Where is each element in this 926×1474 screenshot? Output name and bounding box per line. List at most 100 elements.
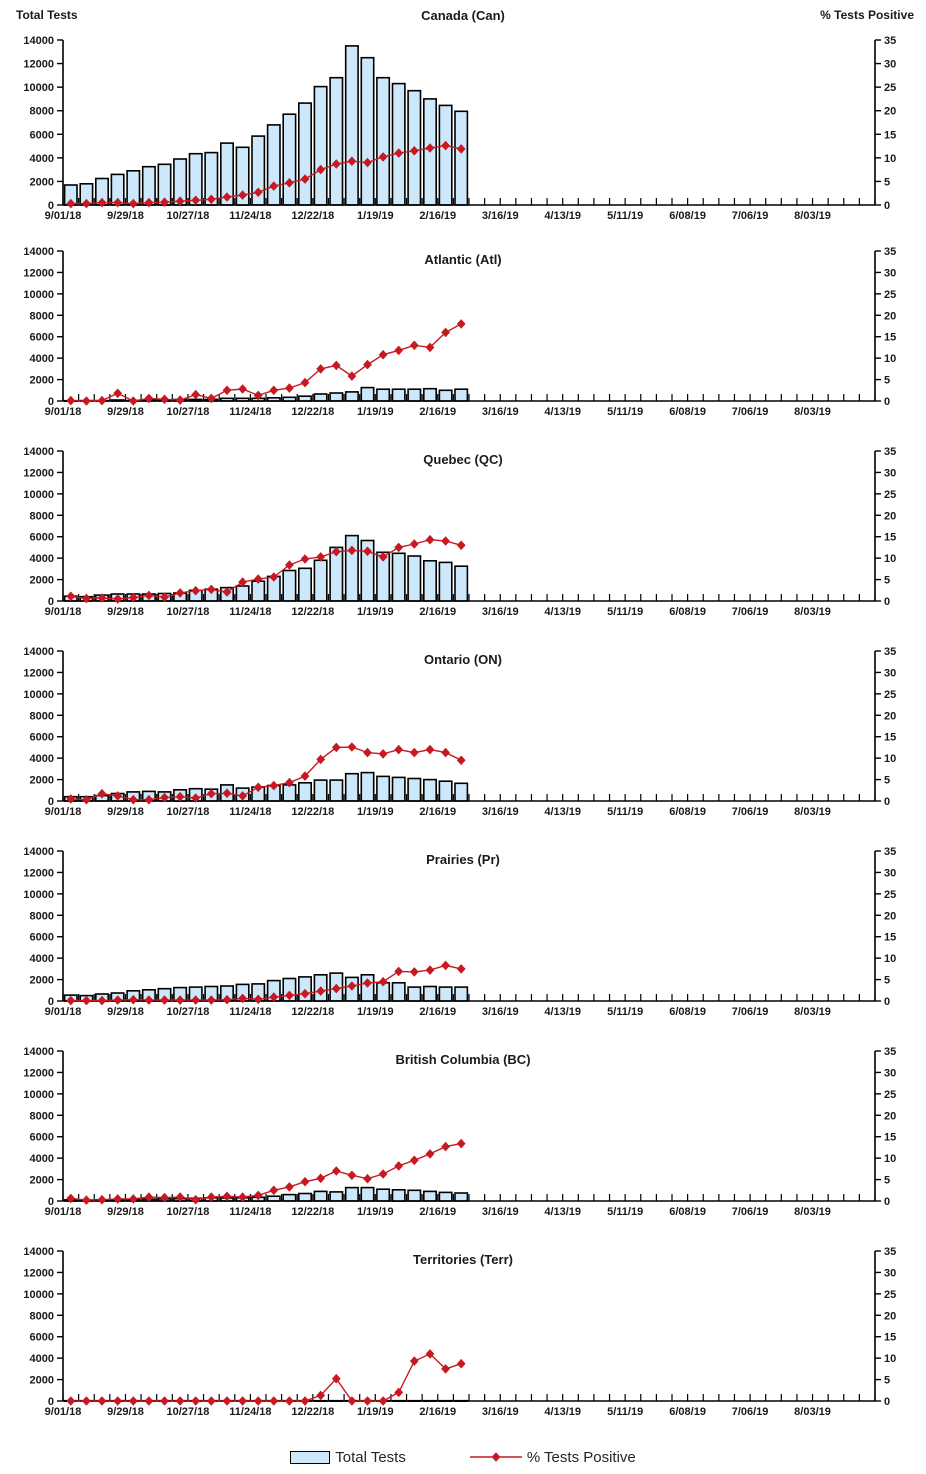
svg-text:7/06/19: 7/06/19 <box>732 1006 769 1018</box>
svg-text:5: 5 <box>884 1375 890 1387</box>
svg-text:10: 10 <box>884 1153 896 1165</box>
svg-text:5: 5 <box>884 375 890 387</box>
svg-text:4000: 4000 <box>30 1153 54 1165</box>
svg-text:4/13/19: 4/13/19 <box>544 1206 581 1218</box>
svg-text:15: 15 <box>884 129 896 141</box>
svg-text:8000: 8000 <box>30 1310 54 1322</box>
svg-text:15: 15 <box>884 332 896 344</box>
svg-text:4/13/19: 4/13/19 <box>544 806 581 818</box>
svg-text:14000: 14000 <box>23 35 54 47</box>
svg-text:35: 35 <box>884 1246 896 1258</box>
svg-text:35: 35 <box>884 446 896 458</box>
svg-text:4/13/19: 4/13/19 <box>544 406 581 418</box>
legend-item-total-tests: Total Tests <box>290 1449 406 1466</box>
svg-text:0: 0 <box>48 596 54 608</box>
svg-text:11/24/18: 11/24/18 <box>229 406 271 418</box>
svg-text:2/16/19: 2/16/19 <box>419 1406 456 1418</box>
territories-chart-canvas: 0 2000 4000 6000 8000 10000 12000 14000 0 5 10 15 20… <box>23 1246 896 1418</box>
svg-text:8/03/19: 8/03/19 <box>794 1206 831 1218</box>
svg-text:6/08/19: 6/08/19 <box>669 606 706 618</box>
svg-text:12000: 12000 <box>23 1067 54 1079</box>
svg-text:10/27/18: 10/27/18 <box>167 406 210 418</box>
chart-atlantic: Atlantic (Atl) 0 2000 4000 6000 8000 10000 120… <box>0 240 926 440</box>
legend-item-pct-positive: % Tests Positive <box>469 1449 636 1466</box>
svg-text:15: 15 <box>884 932 896 944</box>
svg-text:10000: 10000 <box>23 1089 54 1101</box>
svg-text:6000: 6000 <box>30 732 54 744</box>
svg-text:4000: 4000 <box>30 153 54 165</box>
svg-text:3/16/19: 3/16/19 <box>482 1406 519 1418</box>
svg-text:5/11/19: 5/11/19 <box>607 606 643 618</box>
svg-text:14000: 14000 <box>23 846 54 858</box>
svg-text:20: 20 <box>884 910 896 922</box>
svg-text:30: 30 <box>884 59 896 71</box>
svg-text:0: 0 <box>884 796 890 808</box>
svg-text:12/22/18: 12/22/18 <box>291 406 334 418</box>
svg-text:8000: 8000 <box>30 310 54 322</box>
svg-text:10/27/18: 10/27/18 <box>167 210 210 222</box>
svg-text:15: 15 <box>884 532 896 544</box>
svg-text:3/16/19: 3/16/19 <box>482 806 519 818</box>
svg-text:9/01/18: 9/01/18 <box>45 1006 82 1018</box>
svg-text:9/29/18: 9/29/18 <box>107 1406 144 1418</box>
svg-text:3/16/19: 3/16/19 <box>482 210 519 222</box>
svg-text:20: 20 <box>884 1310 896 1322</box>
svg-text:2000: 2000 <box>30 975 54 987</box>
svg-text:6/08/19: 6/08/19 <box>669 406 706 418</box>
svg-text:8000: 8000 <box>30 910 54 922</box>
svg-text:11/24/18: 11/24/18 <box>229 606 271 618</box>
svg-text:12000: 12000 <box>23 467 54 479</box>
svg-text:6/08/19: 6/08/19 <box>669 1006 706 1018</box>
svg-text:7/06/19: 7/06/19 <box>732 806 769 818</box>
chart-canada: Total Tests Canada (Can) % Tests Positiv… <box>0 0 926 240</box>
svg-text:6/08/19: 6/08/19 <box>669 806 706 818</box>
svg-text:10: 10 <box>884 153 896 165</box>
svg-text:10/27/18: 10/27/18 <box>167 606 210 618</box>
svg-text:20: 20 <box>884 106 896 118</box>
svg-text:5/11/19: 5/11/19 <box>607 210 643 222</box>
svg-text:9/29/18: 9/29/18 <box>107 1206 144 1218</box>
svg-text:10: 10 <box>884 353 896 365</box>
svg-text:8/03/19: 8/03/19 <box>794 1406 831 1418</box>
svg-text:10000: 10000 <box>23 889 54 901</box>
svg-text:25: 25 <box>884 489 896 501</box>
svg-text:6000: 6000 <box>30 1332 54 1344</box>
svg-text:6000: 6000 <box>30 932 54 944</box>
svg-text:5: 5 <box>884 775 890 787</box>
svg-text:2000: 2000 <box>30 775 54 787</box>
svg-text:3/16/19: 3/16/19 <box>482 606 519 618</box>
svg-text:6000: 6000 <box>30 1132 54 1144</box>
svg-text:3/16/19: 3/16/19 <box>482 1206 519 1218</box>
svg-text:35: 35 <box>884 35 896 47</box>
svg-text:2/16/19: 2/16/19 <box>419 806 456 818</box>
svg-text:4/13/19: 4/13/19 <box>544 606 581 618</box>
canada-chart-canvas: 0 2000 4000 6000 8000 10000 12000 14000 0 5 10 15 20… <box>23 35 896 222</box>
svg-text:11/24/18: 11/24/18 <box>229 1006 271 1018</box>
prairies-chart-canvas: 0 2000 4000 6000 8000 10000 12000 14000 0 5 10 15 20… <box>23 846 896 1018</box>
svg-text:30: 30 <box>884 1267 896 1279</box>
svg-text:10000: 10000 <box>23 289 54 301</box>
british-columbia-chart-canvas: 0 2000 4000 6000 8000 10000 12000 14000 0 5 10 15 20… <box>23 1046 896 1218</box>
chart-territories: Territories (Terr) 0 2000 4000 6000 8000 1000… <box>0 1240 926 1440</box>
svg-text:2000: 2000 <box>30 375 54 387</box>
svg-text:2000: 2000 <box>30 1375 54 1387</box>
svg-text:8/03/19: 8/03/19 <box>794 806 831 818</box>
svg-text:9/01/18: 9/01/18 <box>45 1206 82 1218</box>
svg-text:9/01/18: 9/01/18 <box>45 406 82 418</box>
svg-text:11/24/18: 11/24/18 <box>229 1406 271 1418</box>
svg-text:4/13/19: 4/13/19 <box>544 1406 581 1418</box>
svg-text:20: 20 <box>884 710 896 722</box>
svg-text:7/06/19: 7/06/19 <box>732 606 769 618</box>
line-diamond-swatch-icon <box>469 1452 522 1462</box>
svg-text:25: 25 <box>884 289 896 301</box>
svg-text:25: 25 <box>884 82 896 94</box>
bar-swatch-icon <box>290 1450 331 1464</box>
svg-text:0: 0 <box>884 996 890 1008</box>
quebec-chart-canvas: 0 2000 4000 6000 8000 10000 12000 14000 0 5 10 15 20… <box>23 446 896 618</box>
svg-text:5/11/19: 5/11/19 <box>607 1206 643 1218</box>
svg-text:3/16/19: 3/16/19 <box>482 406 519 418</box>
svg-text:25: 25 <box>884 1289 896 1301</box>
svg-text:35: 35 <box>884 1046 896 1058</box>
svg-text:14000: 14000 <box>23 646 54 658</box>
svg-text:2000: 2000 <box>30 176 54 188</box>
